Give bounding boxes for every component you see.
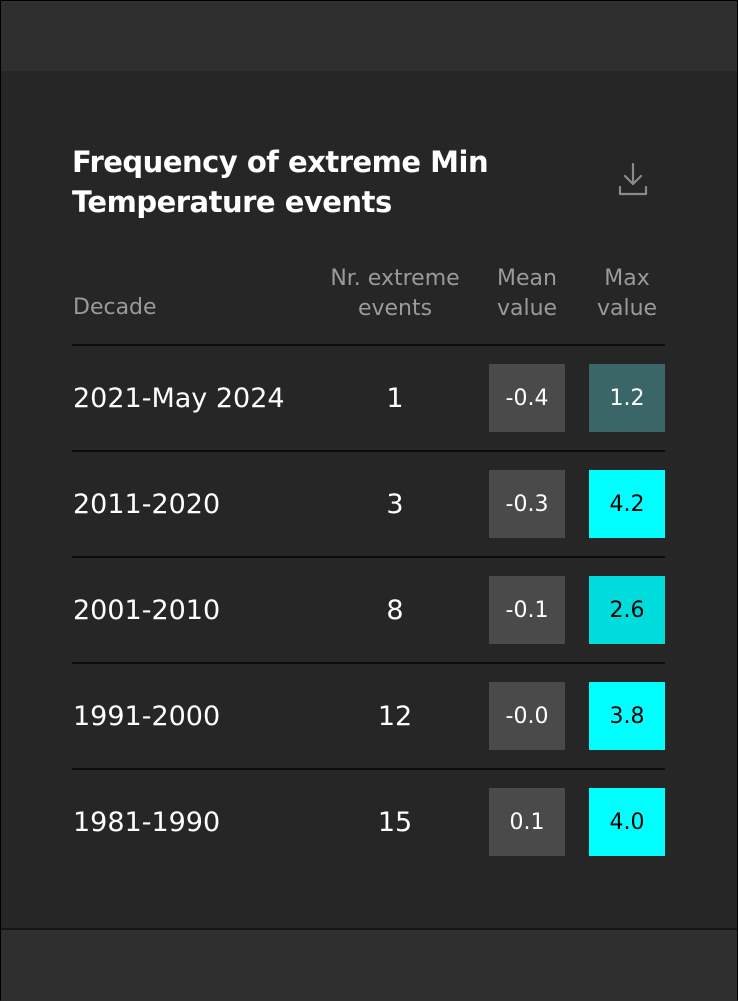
cell-max-value: 2.6: [589, 576, 665, 644]
cell-mean-value: -0.3: [489, 470, 565, 538]
cell-events: 1: [386, 383, 404, 414]
table-row: 2021-May 2024 1 -0.4 1.2: [0, 346, 738, 452]
cell-max-value: 1.2: [589, 364, 665, 432]
row-divider: [72, 450, 665, 452]
cell-events: 8: [386, 595, 404, 626]
cell-events: 3: [386, 489, 404, 520]
table-row: 1981-1990 15 0.1 4.0: [0, 770, 738, 876]
header-decade: Decade: [73, 295, 157, 320]
cell-mean-value: -0.4: [489, 364, 565, 432]
cell-max-value: 4.0: [589, 788, 665, 856]
widget-title: Frequency of extreme Min Temperature eve…: [72, 145, 489, 219]
cell-events: 15: [377, 807, 413, 838]
cell-decade: 2011-2020: [73, 489, 221, 520]
cell-decade: 1991-2000: [73, 701, 221, 732]
table-row: 2001-2010 8 -0.1 2.6: [0, 558, 738, 664]
cell-mean-value: -0.1: [489, 576, 565, 644]
cell-decade: 2021-May 2024: [73, 383, 285, 414]
cell-decade: 2001-2010: [73, 595, 221, 626]
row-divider: [72, 556, 665, 558]
cell-max-value: 4.2: [589, 470, 665, 538]
table-row: 2011-2020 3 -0.3 4.2: [0, 452, 738, 558]
row-divider: [72, 344, 665, 346]
cell-decade: 1981-1990: [73, 807, 221, 838]
row-divider: [72, 662, 665, 664]
table-row: 1991-2000 12 -0.0 3.8: [0, 664, 738, 770]
cell-mean-value: 0.1: [489, 788, 565, 856]
row-divider: [72, 768, 665, 770]
top-bar: [1, 1, 737, 71]
download-icon[interactable]: [615, 160, 651, 200]
header-events: Nr. extreme events: [330, 266, 460, 321]
header-max: Max value: [596, 266, 658, 321]
header-mean: Mean value: [496, 266, 558, 321]
cell-mean-value: -0.0: [489, 682, 565, 750]
bottom-bar: [1, 928, 737, 1001]
cell-events: 12: [377, 701, 413, 732]
cell-max-value: 3.8: [589, 682, 665, 750]
